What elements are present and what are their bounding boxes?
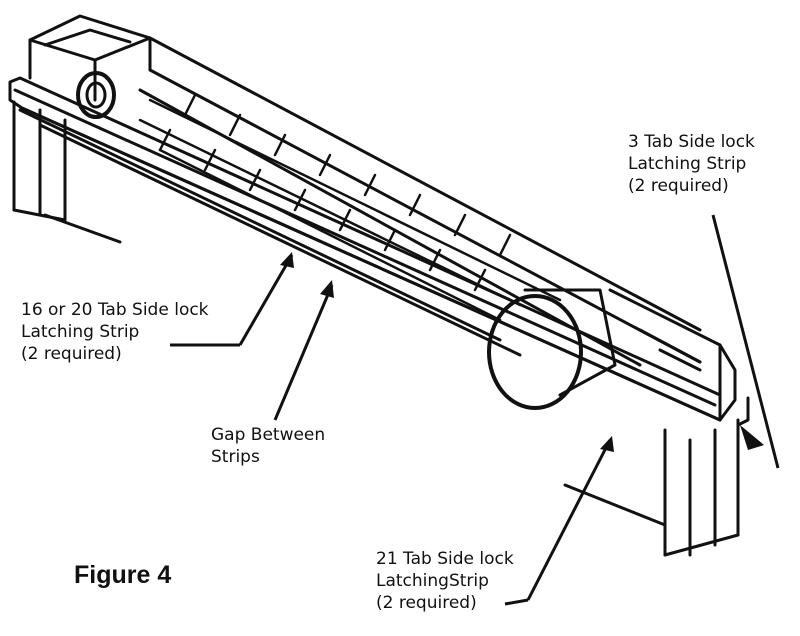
right-tank [608, 288, 737, 422]
label-gap-line2: Strips [211, 447, 260, 467]
core-top [138, 36, 702, 367]
pointer-16tab [238, 254, 294, 346]
pointer-3tab [711, 214, 780, 469]
callout-pointers [170, 214, 780, 606]
label-3-tab-line2: Latching Strip [628, 154, 747, 174]
core-tubes [138, 93, 562, 322]
arrowheads [280, 252, 764, 452]
core-bottom [18, 108, 522, 357]
arrowhead-21tab [600, 436, 614, 452]
left-tank [28, 14, 152, 119]
label-21-tab-line1: 21 Tab Side lock [376, 549, 514, 569]
label-3-tab-line1: 3 Tab Side lock [628, 132, 755, 152]
label-3-tab-line3: (2 required) [628, 176, 729, 196]
label-16-20-tab-line3: (2 required) [21, 344, 122, 364]
outlet-cylinder [487, 288, 617, 410]
label-gap-between-strips: Gap Between Strips [211, 424, 325, 468]
arrowhead-gap [320, 280, 334, 298]
label-21-tab-line3: (2 required) [376, 593, 477, 613]
label-21-tab-strip: 21 Tab Side lock LatchingStrip (2 requir… [376, 548, 514, 614]
pointer-21tab-tail [504, 598, 529, 606]
pointer-gap [273, 284, 334, 421]
right-support-leg [563, 396, 750, 557]
label-16-20-tab-line2: Latching Strip [21, 322, 140, 342]
label-gap-line1: Gap Between [211, 425, 326, 445]
left-support-leg [12, 100, 122, 244]
label-16-20-tab-strip: 16 or 20 Tab Side lock Latching Strip (2… [21, 299, 209, 365]
arrowhead-16tab [280, 252, 294, 268]
figure-caption: Figure 4 [74, 561, 172, 589]
arrowhead-3tab [740, 425, 764, 450]
label-21-tab-line2: LatchingStrip [376, 571, 489, 591]
label-3-tab-strip: 3 Tab Side lock Latching Strip (2 requir… [628, 131, 755, 197]
pointer-21tab [526, 439, 612, 601]
label-16-20-tab-line1: 16 or 20 Tab Side lock [21, 300, 209, 320]
left-header-strip [8, 76, 722, 422]
